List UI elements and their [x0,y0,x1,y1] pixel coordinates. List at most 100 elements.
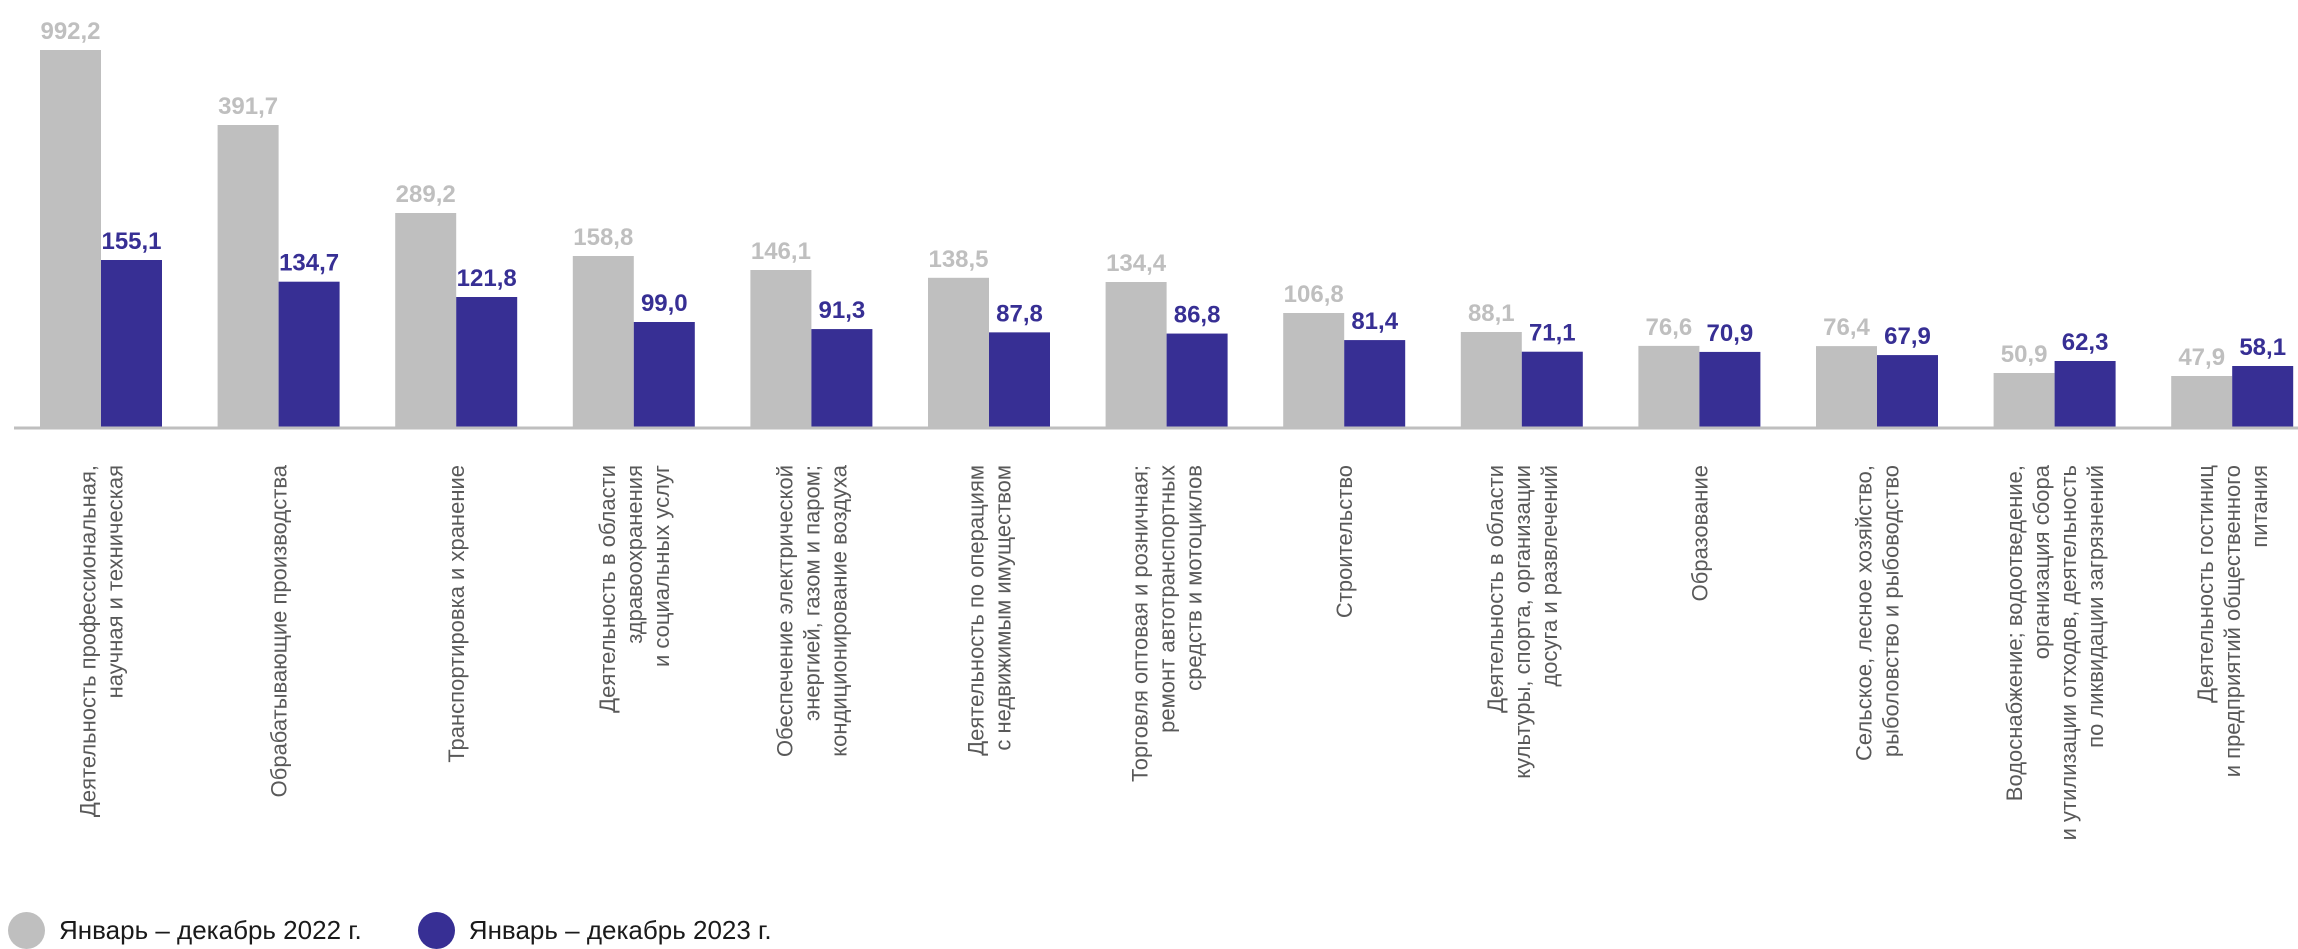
bar-2023-1 [279,282,340,428]
category-label-line: Транспортировка и хранение [444,465,469,763]
bar-2022-7 [1283,313,1344,428]
value-label-2022-4: 146,1 [751,238,811,265]
bar-2022-0 [40,50,101,428]
bar-2022-12 [2171,376,2232,428]
category-label-line: и предприятий общественного [2220,465,2245,777]
bar-2022-9 [1638,346,1699,428]
value-label-2022-5: 138,5 [928,246,988,273]
value-label-2022-11: 50,9 [2001,341,2048,368]
category-label-line: питания [2247,465,2272,548]
category-label-line: Деятельность профессиональная, [76,465,101,817]
legend-label-2022: Январь – декабрь 2022 г. [59,915,362,946]
bar-chart: 992,2 155,1 Деятельность профессиональная,… [0,0,2298,880]
category-label-12: Деятельность гостиниц и предприятий общес… [2193,465,2272,778]
bar-2023-2 [456,297,517,428]
category-label-line: Деятельность в области [1483,465,1508,713]
bar-2023-4 [811,329,872,428]
category-label-line: кондиционирование воздуха [826,464,851,757]
category-label-5: Деятельность по операциям с недвижимым им… [964,465,1016,756]
value-label-2023-9: 70,9 [1707,320,1754,347]
category-label-8: Деятельность в области культуры, спорта, … [1483,465,1562,779]
bar-2022-6 [1106,282,1167,428]
category-label-line: Водоснабжение; водоотведение, [2002,465,2027,801]
bar-2023-8 [1522,352,1583,428]
value-label-2022-1: 391,7 [218,93,278,120]
category-label-line: организация сбора [2029,464,2054,659]
category-label-line: Обрабатывающие производства [267,464,292,797]
value-label-2022-0: 992,2 [40,18,100,45]
bar-2022-11 [1994,373,2055,428]
chart-canvas: 992,2 155,1 Деятельность профессиональная,… [0,0,2298,880]
bar-2022-5 [928,278,989,428]
value-label-2023-1: 134,7 [279,250,339,277]
bar-2023-7 [1344,340,1405,428]
legend-label-2023: Январь – декабрь 2023 г. [469,915,772,946]
category-label-line: ремонт автотранспортных [1155,465,1180,733]
bar-2022-2 [395,213,456,428]
category-label-line: Обеспечение электрической [772,465,797,757]
value-label-2023-0: 155,1 [101,228,161,255]
value-label-2023-12: 58,1 [2239,334,2286,361]
bar-2023-12 [2232,366,2293,428]
category-label-line: по ликвидации загрязнений [2083,465,2108,748]
value-label-2023-7: 81,4 [1351,308,1398,335]
category-label-4: Обеспечение электрической энергией, газом… [772,464,851,757]
bar-2023-11 [2055,361,2116,428]
category-label-line: Образование [1687,465,1712,601]
category-label-line: Деятельность в области [595,465,620,713]
category-label-line: здравоохранения [622,465,647,644]
legend-swatch-2022 [8,912,45,949]
category-label-10: Сельское, лесное хозяйство, рыболовство и… [1852,465,1904,761]
value-label-2022-9: 76,6 [1646,314,1693,341]
category-label-0: Деятельность профессиональная, научная и … [76,465,128,817]
category-label-line: культуры, спорта, организации [1510,465,1535,779]
category-label-line: рыболовство и рыбоводство [1879,465,1904,757]
value-label-2023-10: 67,9 [1884,323,1931,350]
value-label-2023-11: 62,3 [2062,329,2109,356]
bar-2022-10 [1816,346,1877,428]
category-label-line: Строительство [1332,465,1357,618]
value-label-2022-6: 134,4 [1106,250,1167,277]
value-label-2023-3: 99,0 [641,290,688,317]
bar-2023-6 [1167,334,1228,428]
value-label-2022-3: 158,8 [573,224,633,251]
value-label-2022-12: 47,9 [2178,344,2225,371]
bar-2023-3 [634,322,695,428]
category-label-line: научная и техническая [103,465,128,698]
legend-item-2022: Январь – декабрь 2022 г. [8,912,362,949]
value-label-2022-7: 106,8 [1284,281,1344,308]
category-label-line: с недвижимым имуществом [991,465,1016,751]
category-label-11: Водоснабжение; водоотведение, организация… [2002,464,2108,840]
category-label-line: Деятельность гостиниц [2193,465,2218,703]
category-label-1: Обрабатывающие производства [267,464,292,797]
bar-2022-8 [1461,332,1522,428]
value-label-2023-5: 87,8 [996,300,1043,327]
category-label-2: Транспортировка и хранение [444,465,469,763]
legend: Январь – декабрь 2022 г. Январь – декабр… [8,912,828,949]
category-label-7: Строительство [1332,465,1357,618]
value-label-2023-6: 86,8 [1174,302,1221,329]
category-label-line: средств и мотоциклов [1182,465,1207,691]
value-label-2023-8: 71,1 [1529,320,1576,347]
category-label-line: Торговля оптовая и розничная; [1128,465,1153,782]
value-label-2023-2: 121,8 [457,265,517,292]
category-label-line: досуга и развлечений [1537,465,1562,687]
category-label-line: Сельское, лесное хозяйство, [1852,465,1877,761]
value-label-2023-4: 91,3 [819,297,866,324]
legend-item-2023: Январь – декабрь 2023 г. [418,912,772,949]
category-label-line: энергией, газом и паром; [799,465,824,721]
value-label-2022-2: 289,2 [396,181,456,208]
bar-2023-0 [101,260,162,428]
value-label-2022-8: 88,1 [1468,300,1515,327]
category-label-9: Образование [1687,465,1712,601]
value-label-2022-10: 76,4 [1823,314,1870,341]
category-label-line: и социальных услуг [649,465,674,667]
legend-swatch-2023 [418,912,455,949]
bar-2022-3 [573,256,634,428]
category-label-line: Деятельность по операциям [964,465,989,756]
category-label-6: Торговля оптовая и розничная; ремонт авто… [1128,465,1207,782]
category-label-line: и утилизации отходов, деятельность [2056,465,2081,840]
category-label-3: Деятельность в области здравоохранения и с… [595,465,674,713]
bar-2022-4 [750,270,811,428]
bar-2023-5 [989,332,1050,428]
